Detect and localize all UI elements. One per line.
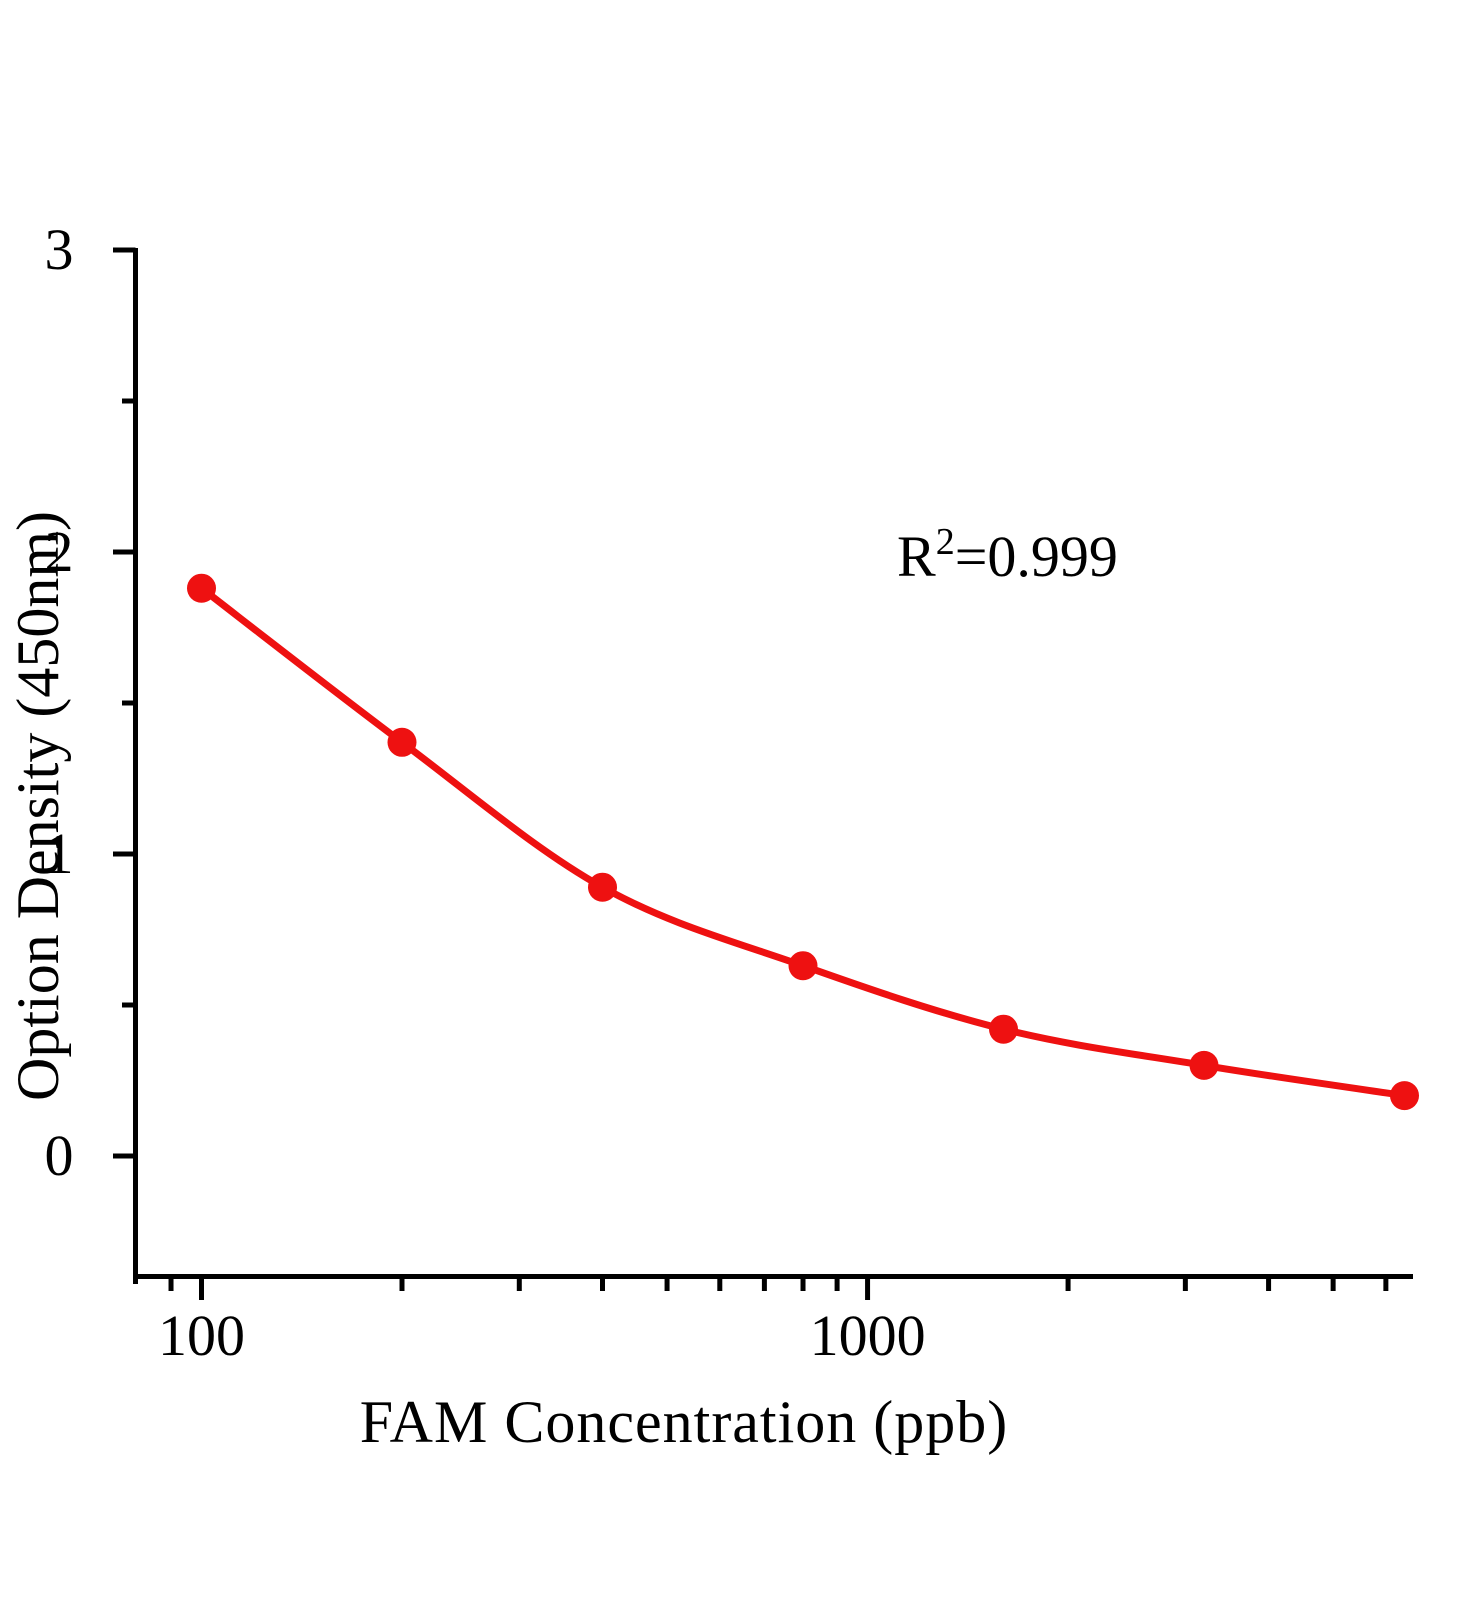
r-squared-base: R [897, 524, 936, 589]
data-point [1189, 1050, 1219, 1080]
r-squared-value: =0.999 [954, 524, 1118, 589]
y-tick-label: 0 [44, 1123, 74, 1188]
r-squared-exponent: 2 [935, 520, 955, 563]
data-point [1390, 1081, 1419, 1111]
data-point [387, 727, 417, 757]
x-tick-label: 1000 [809, 1303, 926, 1368]
data-point [788, 951, 818, 981]
x-tick-label: 100 [157, 1303, 245, 1368]
y-tick-label: 1 [44, 821, 74, 886]
data-point [187, 573, 216, 603]
x-axis-title: FAM Concentration (ppb) [359, 1389, 1009, 1455]
r-squared-annotation: R2=0.999 [897, 523, 1118, 589]
y-tick-label: 3 [44, 217, 74, 282]
data-point [588, 872, 617, 902]
data-point [989, 1014, 1018, 1044]
standard-curve-line [199, 585, 1406, 1100]
y-axis-title: Option Density (450nm) [5, 511, 71, 1101]
y-tick-label: 2 [44, 519, 74, 584]
